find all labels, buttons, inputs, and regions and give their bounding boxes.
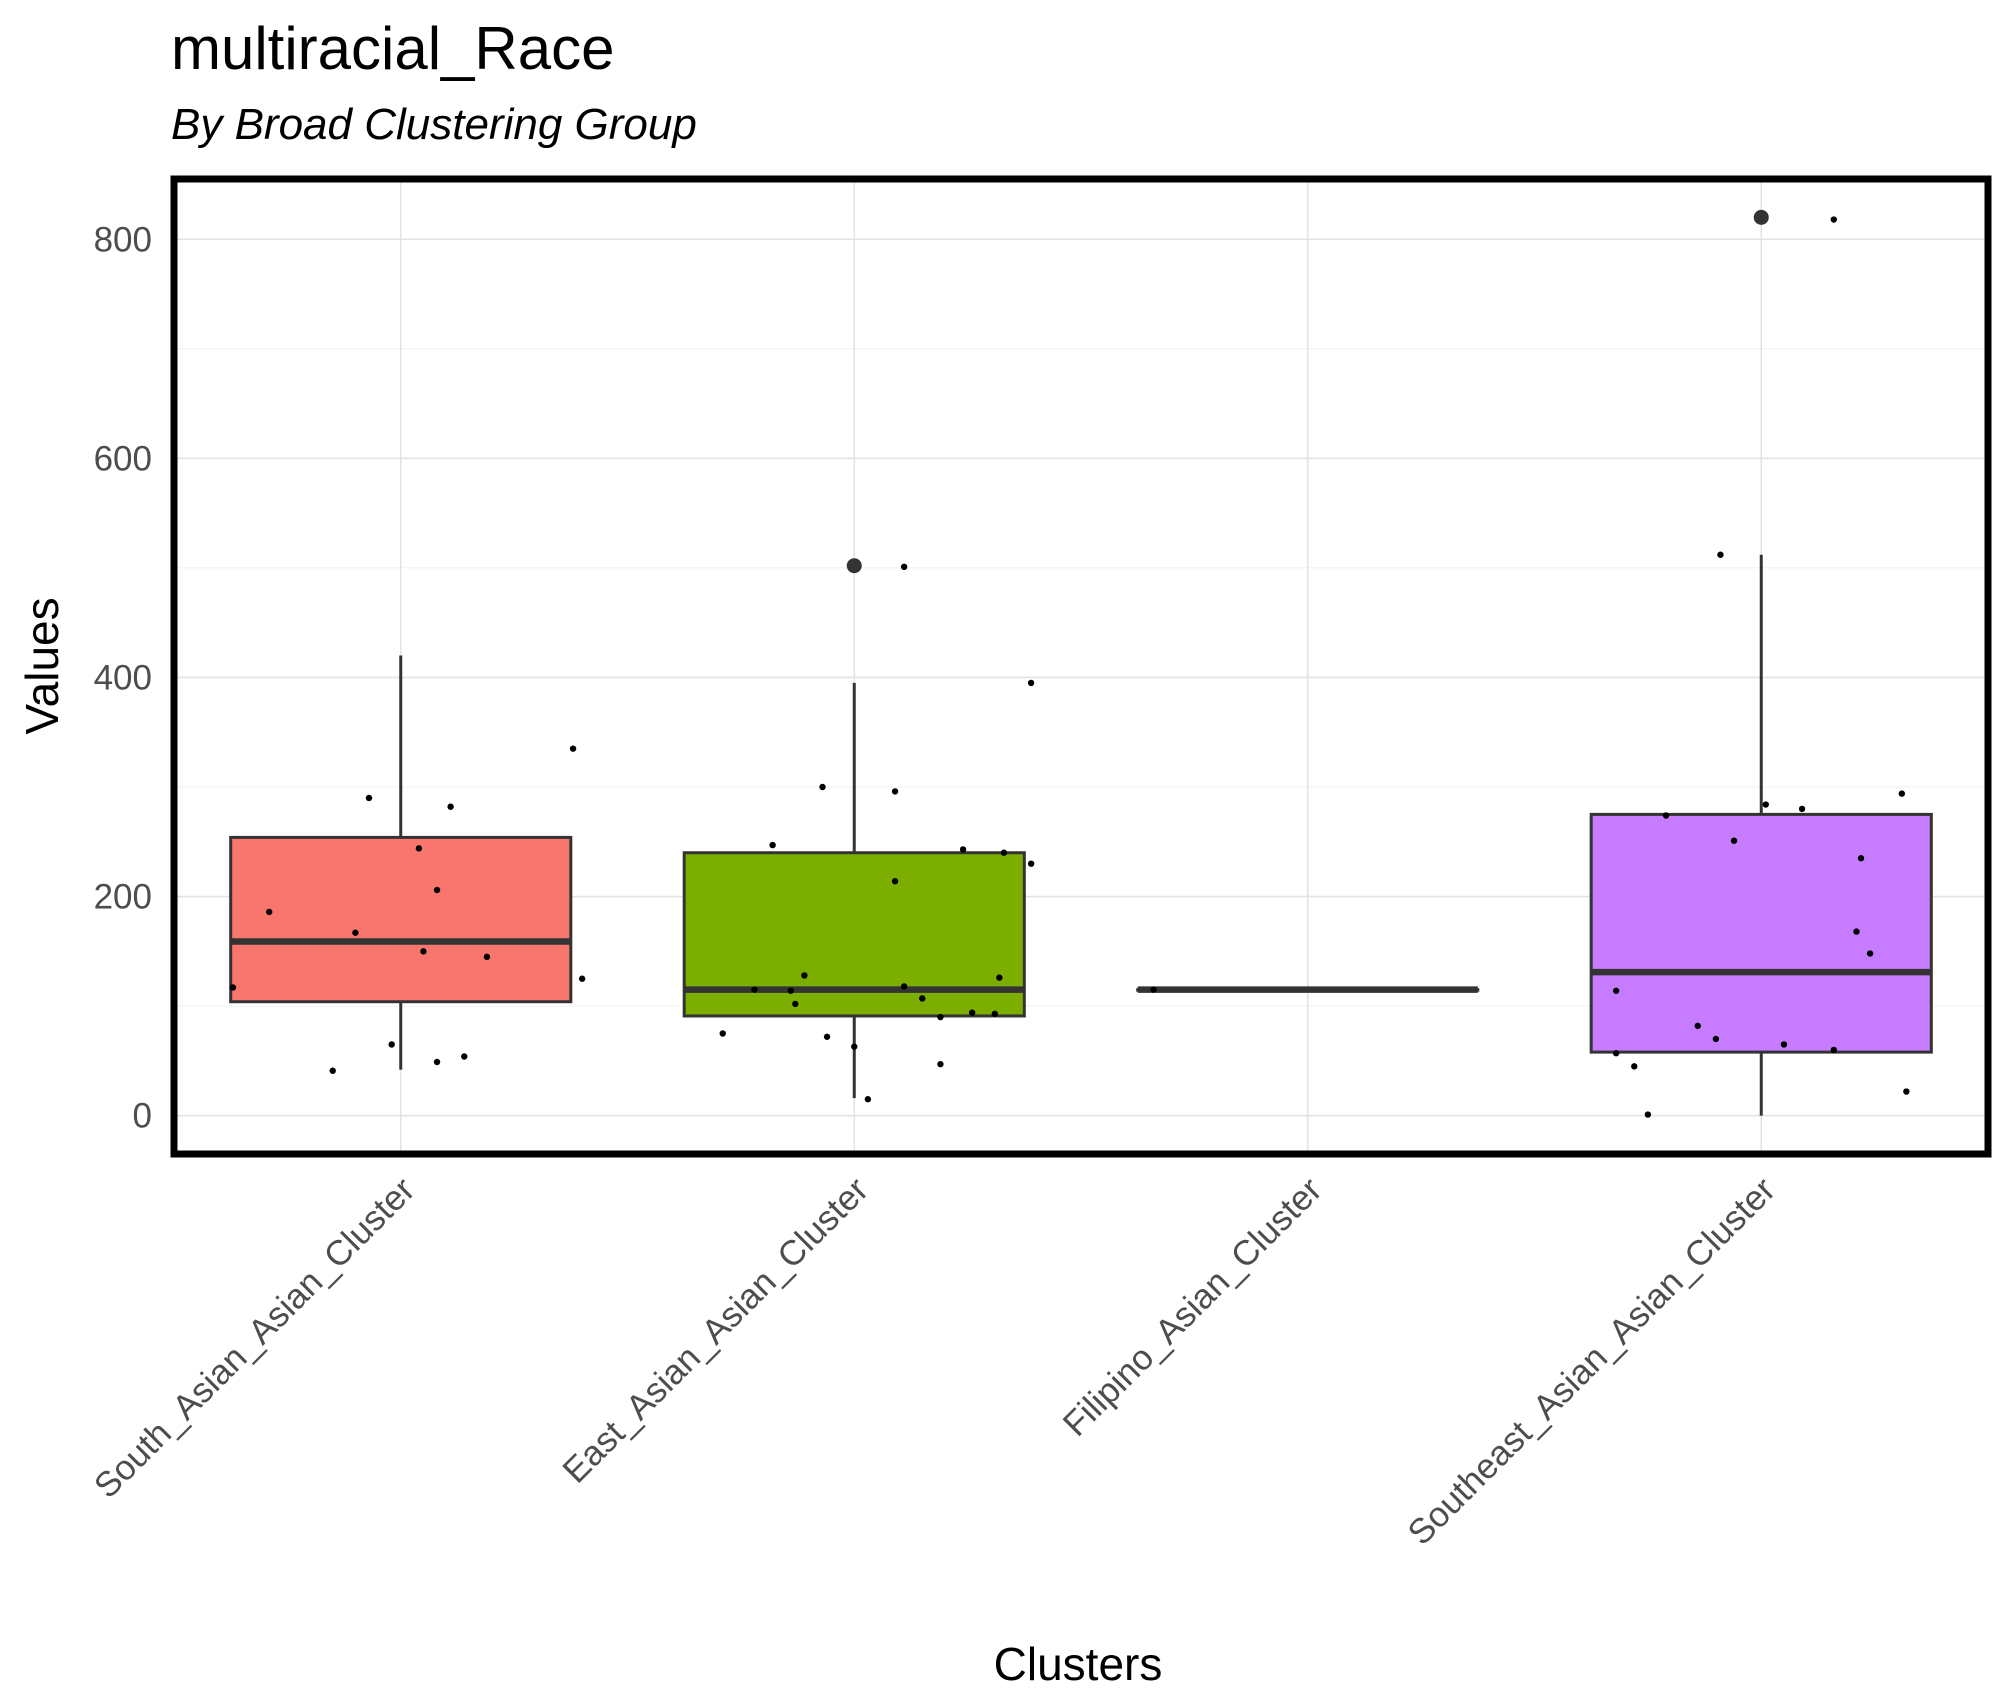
- jitter-point: [569, 745, 577, 752]
- jitter-point: [1000, 849, 1008, 856]
- jitter-point: [1798, 805, 1806, 813]
- jitter-point: [578, 975, 586, 982]
- jitter-point: [388, 1041, 395, 1048]
- jitter-point: [991, 1010, 999, 1017]
- jitter-point: [1027, 860, 1035, 867]
- jitter-point: [415, 845, 423, 852]
- jitter-point: [1631, 1063, 1638, 1070]
- x-tick-label: South_Asian_Asian_Cluster: [87, 1170, 423, 1506]
- outlier-point: [1753, 209, 1769, 225]
- jitter-point: [1717, 551, 1724, 558]
- jitter-point: [1644, 1111, 1652, 1118]
- y-axis-title: Values: [16, 597, 68, 734]
- jitter-point: [787, 987, 794, 994]
- jitter-point: [229, 984, 237, 991]
- box-layer: [229, 209, 1933, 1116]
- jitter-point: [461, 1053, 468, 1060]
- jitter-point: [1857, 855, 1865, 862]
- jitter-point: [891, 788, 899, 795]
- jitter-point: [801, 972, 808, 979]
- y-tick-label: 400: [94, 658, 152, 697]
- y-tick-label: 800: [94, 220, 152, 259]
- jitter-point: [1898, 790, 1906, 797]
- point-layer: [229, 216, 1910, 1118]
- jitter-point: [1730, 837, 1738, 844]
- jitter-point: [365, 794, 373, 802]
- jitter-point: [1853, 928, 1860, 935]
- jitter-point: [937, 1013, 944, 1021]
- jitter-point: [900, 563, 908, 571]
- jitter-point: [851, 1043, 858, 1050]
- jitter-point: [1712, 1035, 1720, 1043]
- jitter-point: [483, 953, 491, 961]
- jitter-point: [1612, 987, 1620, 994]
- y-tick-label: 600: [94, 439, 152, 478]
- jitter-point: [1027, 679, 1035, 687]
- x-tick-labels: South_Asian_Asian_Cluster East_Asian_Asia…: [87, 1170, 1783, 1553]
- jitter-point: [792, 1000, 799, 1008]
- jitter-point: [447, 803, 454, 810]
- jitter-point: [1780, 1041, 1788, 1048]
- jitter-point: [751, 986, 758, 993]
- x-axis-title: Clusters: [994, 1638, 1163, 1690]
- box: [1589, 812, 1933, 1054]
- jitter-point: [823, 1033, 831, 1040]
- jitter-point: [719, 1030, 726, 1037]
- jitter-point: [1830, 1046, 1838, 1054]
- jitter-point: [1866, 950, 1874, 957]
- jitter-point: [266, 908, 273, 916]
- jitter-point: [919, 995, 926, 1002]
- outlier-point: [846, 558, 862, 574]
- panel-border: [170, 175, 1992, 1158]
- jitter-point: [1612, 1050, 1620, 1057]
- jitter-point: [996, 974, 1003, 981]
- chart-title: multiracial_Race: [171, 15, 615, 82]
- jitter-point: [329, 1067, 336, 1074]
- jitter-point: [864, 1096, 872, 1103]
- jitter-point: [1662, 812, 1670, 819]
- x-tick-label: Filipino_Asian_Cluster: [1056, 1170, 1330, 1444]
- y-tick-label: 200: [94, 878, 152, 917]
- box: [229, 835, 573, 1004]
- jitter-point: [1150, 986, 1157, 993]
- jitter-point: [433, 886, 441, 894]
- jitter-point: [900, 983, 908, 990]
- jitter-point: [891, 878, 899, 885]
- jitter-point: [937, 1060, 944, 1068]
- y-tick-label: 0: [133, 1097, 152, 1136]
- jitter-point: [352, 929, 359, 936]
- jitter-point: [1762, 801, 1769, 808]
- jitter-point: [769, 841, 776, 849]
- x-tick-label: Southeast_Asian_Asian_Cluster: [1400, 1170, 1783, 1553]
- jitter-point: [959, 846, 967, 853]
- jitter-point: [1903, 1088, 1910, 1095]
- jitter-point: [1830, 216, 1838, 223]
- jitter-point: [1694, 1022, 1701, 1030]
- chart-subtitle: By Broad Clustering Group: [171, 100, 697, 149]
- jitter-point: [819, 783, 826, 791]
- x-tick-label: East_Asian_Asian_Cluster: [555, 1170, 876, 1491]
- jitter-point: [420, 948, 427, 955]
- jitter-point: [968, 1009, 976, 1016]
- y-tick-labels: 0 200 400 600 800: [94, 220, 152, 1135]
- jitter-point: [433, 1058, 441, 1066]
